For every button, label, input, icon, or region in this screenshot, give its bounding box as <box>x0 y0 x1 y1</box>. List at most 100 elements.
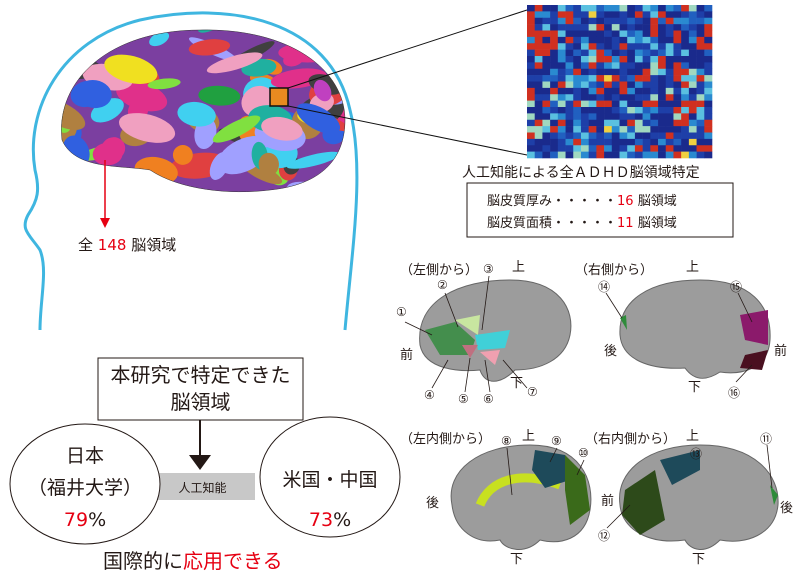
heatmap-cell <box>542 62 551 70</box>
brain-region-patch <box>313 79 332 102</box>
heatmap-cell <box>557 113 566 121</box>
heatmap-cell <box>527 62 536 70</box>
heatmap-cell <box>611 113 620 121</box>
heatmap-cell <box>550 5 559 12</box>
heatmap-cell <box>696 30 705 38</box>
heatmap-cell <box>604 81 613 89</box>
heatmap-cell <box>557 36 566 44</box>
heatmap-cell <box>542 75 551 82</box>
marker-3: ③ <box>483 262 494 276</box>
heatmap-cell <box>542 107 551 114</box>
heatmap-cell <box>588 68 597 76</box>
heatmap-cell <box>665 113 674 121</box>
heatmap-cell <box>673 138 682 146</box>
marker-4: ④ <box>424 388 435 402</box>
heatmap-cell <box>658 132 667 140</box>
heatmap-cell <box>611 81 620 89</box>
heatmap-cell <box>542 43 551 50</box>
heatmap-cell <box>588 56 597 63</box>
heatmap-cell <box>596 62 605 70</box>
heatmap-cell <box>534 11 543 19</box>
heatmap-cell <box>580 5 589 12</box>
brain-region-patch <box>147 78 181 90</box>
heatmap-cell <box>580 11 589 19</box>
dir-back: 後 <box>604 344 618 359</box>
heatmap-cell <box>642 62 651 70</box>
heatmap-cell <box>634 132 643 140</box>
japan-accuracy: 79 <box>63 509 89 531</box>
heatmap-cell <box>550 113 559 121</box>
heatmap-cell <box>534 56 543 63</box>
heatmap-cell <box>673 119 682 127</box>
heatmap-cell <box>634 56 643 63</box>
heatmap-cell <box>688 87 697 95</box>
brain-region-patch <box>149 31 170 47</box>
heatmap-cell <box>573 5 582 12</box>
heatmap-cell <box>588 81 597 89</box>
japan-ellipse <box>9 423 161 545</box>
heatmap-cell <box>681 138 690 146</box>
ai-result-title: 人工知能による全ＡＤＨＤ脳領域特定 <box>462 165 700 181</box>
heatmap-cell <box>596 43 605 50</box>
heatmap-cell <box>696 126 705 133</box>
heatmap-cell <box>704 75 713 82</box>
heatmap-cell <box>650 151 659 159</box>
heatmap-cell <box>658 81 667 89</box>
heatmap-cell <box>634 126 643 133</box>
heatmap-cell <box>604 62 613 70</box>
heatmap-cell <box>580 17 589 25</box>
heatmap-cell <box>658 17 667 25</box>
heatmap-cell <box>557 151 566 159</box>
marker-2: ② <box>437 278 448 292</box>
brain-region-patch <box>75 0 131 11</box>
heatmap-cell <box>550 36 559 44</box>
heatmap-cell <box>619 94 628 101</box>
heatmap-cell <box>573 113 582 121</box>
heatmap-cell <box>627 68 636 76</box>
heatmap-cell <box>673 30 682 38</box>
heatmap-cell <box>580 107 589 114</box>
dir-up: 上 <box>686 260 700 275</box>
heatmap-cell <box>650 100 659 108</box>
heatmap-cell <box>665 132 674 140</box>
heatmap-cell <box>596 75 605 82</box>
heatmap-cell <box>604 145 613 152</box>
heatmap-cell <box>611 151 620 159</box>
heatmap-cell <box>611 87 620 95</box>
heatmap-cell <box>596 49 605 57</box>
heatmap-cell <box>588 107 597 114</box>
heatmap-cell <box>596 68 605 76</box>
heatmap-cell <box>619 68 628 76</box>
heatmap-cell <box>681 43 690 50</box>
heatmap-cell <box>634 68 643 76</box>
marker-7: ⑦ <box>527 385 538 399</box>
heatmap-cell <box>627 100 636 108</box>
heatmap-cell <box>557 94 566 101</box>
heatmap-cell <box>534 36 543 44</box>
heatmap-cell <box>650 49 659 57</box>
us-china-text: 米国・中国 73% <box>260 460 400 540</box>
heatmap-cell <box>619 151 628 159</box>
heatmap-cell <box>634 100 643 108</box>
brain-region-patch <box>212 115 261 143</box>
heatmap-cell <box>673 126 682 133</box>
heatmap-cell <box>573 62 582 70</box>
heatmap-cell <box>658 94 667 101</box>
heatmap-cell <box>688 30 697 38</box>
heatmap-cell <box>557 62 566 70</box>
heatmap-cell <box>681 36 690 44</box>
heatmap-cell <box>642 68 651 76</box>
heatmap-cell <box>673 17 682 25</box>
heatmap-cell <box>619 5 628 12</box>
pct-sign: % <box>88 509 107 531</box>
heatmap-cell <box>604 87 613 95</box>
heatmap-cell <box>580 68 589 76</box>
heatmap-cell <box>627 17 636 25</box>
heatmap-cell <box>534 87 543 95</box>
brain-region-patch <box>104 54 158 84</box>
heatmap-cell <box>665 75 674 82</box>
heatmap-cell <box>565 5 574 12</box>
heatmap-cell <box>557 49 566 57</box>
heatmap-cell <box>557 11 566 19</box>
